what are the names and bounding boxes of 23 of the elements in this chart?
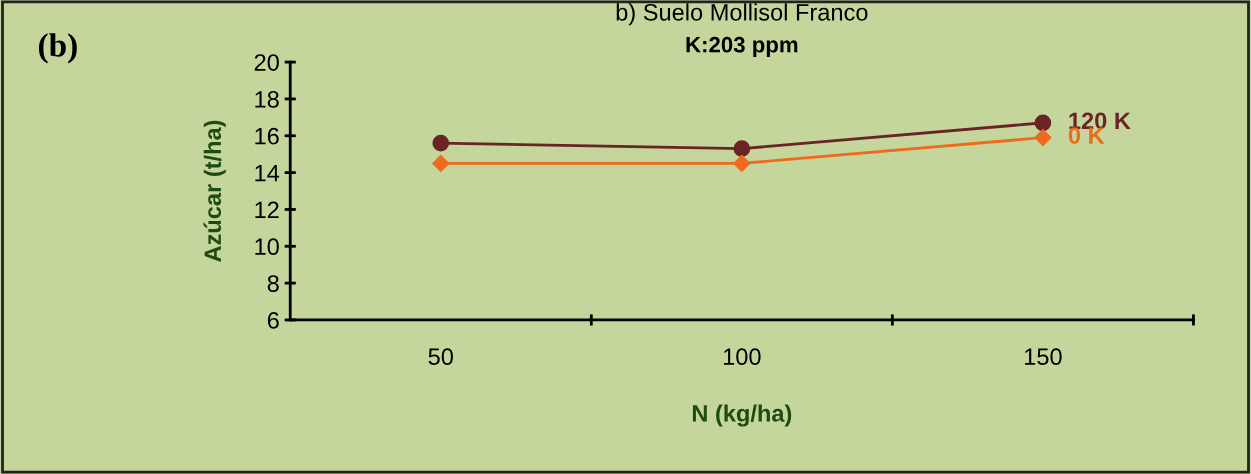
y-tick-label: 8	[267, 275, 279, 292]
x-tick-label: 50	[428, 348, 453, 366]
y-tick-label: 10	[255, 238, 279, 256]
text: (b)	[38, 33, 77, 64]
y-tick-label: 16	[255, 127, 279, 145]
chart-subtitle: K:203 ppm	[686, 36, 798, 57]
y-tick-label: 12	[255, 201, 279, 218]
y-tick-label: 6	[267, 312, 279, 329]
x-axis-title: N (kg/ha)	[692, 404, 792, 427]
y-axis-title: Azúcar (t/ha)	[203, 120, 226, 262]
point	[432, 154, 450, 172]
y-tick-label: 14	[255, 164, 280, 182]
y-tick-label: 18	[255, 91, 279, 108]
x-tick-label: 150	[1025, 348, 1062, 366]
point	[733, 154, 751, 172]
point	[1034, 129, 1052, 147]
series-label: 120 K	[1069, 112, 1131, 130]
point	[1034, 114, 1052, 132]
y-tick-label: 20	[254, 54, 279, 71]
chart-title: b) Suelo Mollisol Franco	[616, 3, 868, 26]
point	[733, 140, 751, 157]
point	[432, 134, 450, 152]
x-tick-label: 100	[723, 348, 761, 366]
